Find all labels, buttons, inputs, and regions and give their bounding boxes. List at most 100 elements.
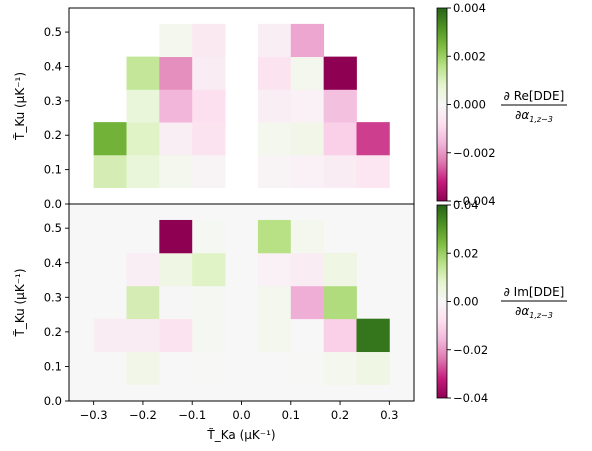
colorbar-tick-label: 0.004 xyxy=(453,1,486,15)
heatmap-cell xyxy=(290,219,325,254)
bottom-colorbar-label-numerator: ∂ Im[DDE] xyxy=(504,285,565,299)
heatmap-cell xyxy=(323,285,357,320)
heatmap-cell xyxy=(257,56,292,90)
heatmap-cell xyxy=(323,154,357,189)
heatmap-cell xyxy=(290,23,325,58)
y-tick-label: 0.2 xyxy=(44,325,62,339)
top-colorbar-label-subscript: 1,z∼3 xyxy=(529,115,553,124)
heatmap-cell xyxy=(126,252,160,287)
heatmap-cell xyxy=(159,154,193,189)
heatmap-cell xyxy=(257,252,292,287)
heatmap-cell xyxy=(159,351,193,385)
bottom-colorbar-label-subscript: 1,z∼3 xyxy=(529,311,553,320)
y-tick-label: 0.3 xyxy=(44,290,62,304)
heatmap-cell xyxy=(159,122,193,156)
y-tick-label: 0.1 xyxy=(44,163,62,177)
colorbar-tick-label: −0.002 xyxy=(453,146,496,160)
bottom-colorbar: −0.04 −0.02 0.00 0.02 0.04 ∂ Im[DDE] ∂α1,z∼3 xyxy=(436,198,567,405)
x-tick-label: 0.1 xyxy=(282,408,300,422)
heatmap-cell xyxy=(290,252,325,287)
colorbar-tick-label: 0.04 xyxy=(453,198,479,212)
heatmap-cell xyxy=(290,351,325,385)
heatmap-cell xyxy=(290,318,325,353)
heatmap-cell xyxy=(257,351,292,385)
heatmap-cell xyxy=(159,89,193,123)
heatmap-cell xyxy=(126,318,160,353)
top-colorbar-label-denominator-main: ∂α xyxy=(515,108,529,122)
colorbar-tick-label: 0.002 xyxy=(453,49,486,63)
heatmap-cell xyxy=(356,318,390,353)
heatmap-cell xyxy=(126,56,160,90)
heatmap-cell xyxy=(192,154,226,189)
heatmap-cell xyxy=(192,285,226,320)
heatmap-cell xyxy=(257,154,292,189)
colorbar-tick-label: 0.000 xyxy=(453,98,486,112)
bottom-colorbar-label: ∂ Im[DDE] ∂α1,z∼3 xyxy=(501,285,567,320)
heatmap-cell xyxy=(290,154,325,189)
y-tick-label: 0.4 xyxy=(44,59,62,73)
heatmap-cell xyxy=(356,154,390,189)
heatmap-cell xyxy=(290,89,325,123)
bottom-colorbar-gradient xyxy=(436,204,448,399)
heatmap-cell xyxy=(93,351,127,385)
top-y-axis-label: T̃_Ku (μK⁻¹) xyxy=(13,72,27,141)
y-tick-label: 0.4 xyxy=(44,256,62,270)
y-tick-label: 0.2 xyxy=(44,128,62,142)
heatmap-cell xyxy=(323,318,357,353)
heatmap-cell xyxy=(257,122,292,156)
heatmap-cell xyxy=(192,252,226,287)
heatmap-cell xyxy=(126,285,160,320)
heatmap-cell xyxy=(159,56,193,90)
heatmap-cell xyxy=(323,252,357,287)
heatmap-cell xyxy=(159,23,193,58)
heatmap-cell xyxy=(126,154,160,189)
y-tick-label: 0.0 xyxy=(44,197,62,211)
y-tick-label: 0.1 xyxy=(44,359,62,373)
x-tick-label: 0.2 xyxy=(331,408,349,422)
top-axis-ticks: 0.0 0.1 0.2 0.3 0.4 0.5 xyxy=(44,25,390,211)
x-tick-label: −0.3 xyxy=(80,408,108,422)
heatmap-cell xyxy=(290,56,325,90)
heatmap-cell xyxy=(192,351,226,385)
top-colorbar: −0.004 −0.002 0.000 0.002 0.004 ∂ Re[DDE] ∂α… xyxy=(436,1,567,208)
heatmap-cell xyxy=(93,122,127,156)
y-tick-label: 0.0 xyxy=(44,394,62,408)
top-colorbar-gradient xyxy=(436,7,448,202)
heatmap-cell xyxy=(126,89,160,123)
top-colorbar-label-numerator: ∂ Re[DDE] xyxy=(504,89,565,103)
bottom-colorbar-label-denominator-main: ∂α xyxy=(515,304,529,318)
bottom-plot-frame xyxy=(68,203,415,402)
top-heatmap-panel: 0.0 0.1 0.2 0.3 0.4 0.5 T̃_Ku (μK⁻¹) xyxy=(13,7,415,211)
colorbar-tick-label: −0.04 xyxy=(453,391,488,405)
top-colorbar-label: ∂ Re[DDE] ∂α1,z∼3 xyxy=(501,89,567,124)
heatmap-cell xyxy=(257,318,292,353)
heatmap-cell xyxy=(290,122,325,156)
top-colorbar-label-denominator: ∂α1,z∼3 xyxy=(515,108,553,124)
colorbar-tick-label: 0.02 xyxy=(453,246,479,260)
heatmap-cell xyxy=(192,219,226,254)
heatmap-cell xyxy=(257,89,292,123)
heatmap-cell xyxy=(126,351,160,385)
y-tick-label: 0.5 xyxy=(44,25,62,39)
heatmap-cell xyxy=(192,122,226,156)
top-heatmap-cells xyxy=(93,23,390,189)
heatmap-cell xyxy=(257,285,292,320)
bottom-colorbar-label-denominator: ∂α1,z∼3 xyxy=(515,304,553,320)
x-axis-label: T̃_Ka (μK⁻¹) xyxy=(206,428,275,442)
heatmap-cell xyxy=(192,318,226,353)
bottom-axis-ticks: −0.3 −0.2 −0.1 0.0 0.1 0.2 0.3 0.0 0.1 0.2 0.3 0.4 0… xyxy=(44,221,399,422)
heatmap-cell xyxy=(192,23,226,58)
heatmap-cell xyxy=(159,318,193,353)
heatmap-cell xyxy=(192,56,226,90)
heatmap-cell xyxy=(159,252,193,287)
heatmap-cell xyxy=(93,154,127,189)
bottom-heatmap-cells xyxy=(69,204,414,401)
y-tick-label: 0.3 xyxy=(44,94,62,108)
heatmap-cell xyxy=(290,285,325,320)
bottom-colorbar-ticks: −0.04 −0.02 0.00 0.02 0.04 xyxy=(447,198,488,405)
heatmap-cell xyxy=(323,56,357,90)
colorbar-tick-label: 0.00 xyxy=(453,295,479,309)
bottom-y-axis-label: T̃_Ku (μK⁻¹) xyxy=(13,268,27,337)
heatmap-cell xyxy=(257,219,292,254)
